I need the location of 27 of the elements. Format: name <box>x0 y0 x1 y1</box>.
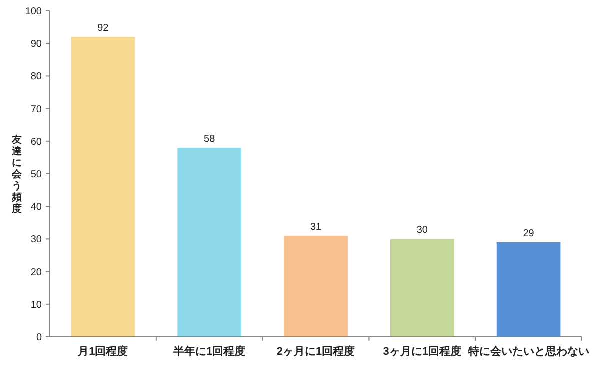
y-tick-label: 60 <box>30 136 42 148</box>
data-label: 29 <box>523 228 535 240</box>
y-tick-label: 40 <box>30 202 42 214</box>
bar <box>71 37 136 337</box>
y-tick-label: 0 <box>36 332 42 344</box>
x-tick-label: 半年に1回程度 <box>172 345 246 358</box>
data-label: 30 <box>416 225 428 236</box>
x-tick-label: 3ヶ月に1回程度 <box>383 345 462 358</box>
y-tick-label: 80 <box>30 72 42 83</box>
y-tick-label: 70 <box>30 104 42 116</box>
data-label: 92 <box>98 23 110 34</box>
y-tick-label: 90 <box>30 39 42 50</box>
x-tick-label: 月1回程度 <box>77 345 128 358</box>
y-tick-label: 30 <box>30 234 42 246</box>
bar <box>390 239 454 337</box>
y-tick-label: 10 <box>30 300 42 311</box>
bar <box>178 148 242 337</box>
y-tick-label: 100 <box>25 6 42 18</box>
y-tick-label: 20 <box>30 267 42 278</box>
data-label: 31 <box>310 222 322 233</box>
x-tick-label: 2ヶ月に1回程度 <box>276 345 356 358</box>
bar <box>496 242 561 337</box>
data-label: 58 <box>204 134 216 145</box>
bar <box>284 236 348 337</box>
x-tick-label: 特に会いたいと思わない <box>467 345 590 358</box>
y-tick-label: 50 <box>30 170 42 180</box>
y-axis-title: 友達に会う頻度 <box>11 134 23 215</box>
